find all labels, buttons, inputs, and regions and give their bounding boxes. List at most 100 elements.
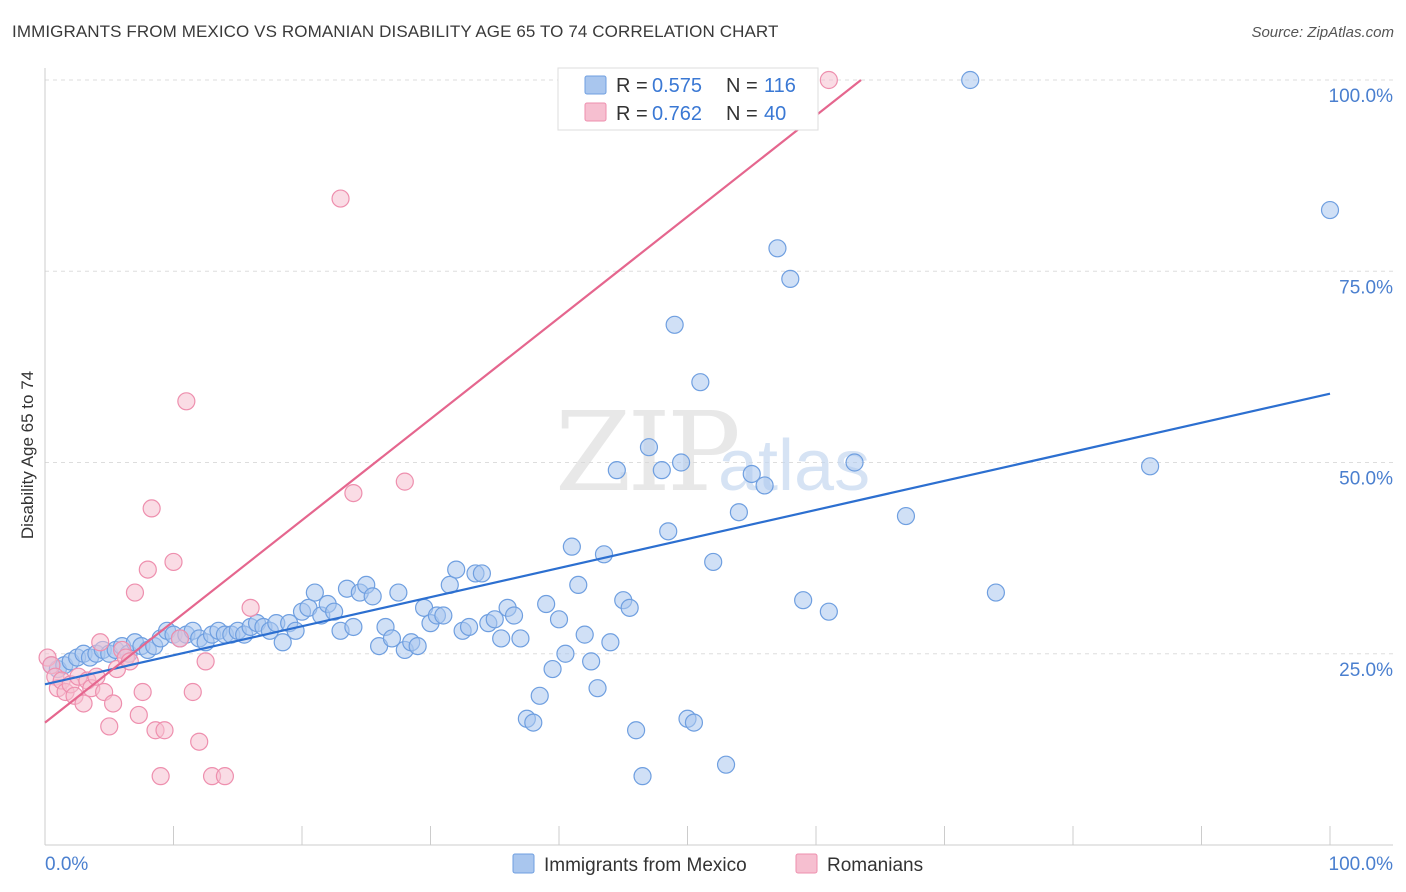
- data-point-mexico: [588, 679, 607, 698]
- data-point-romanians: [138, 560, 157, 579]
- legend-r-label-1: R =: [616, 75, 648, 97]
- data-point-mexico: [607, 461, 626, 480]
- legend-n-value-1: 116: [764, 75, 796, 97]
- data-point-romanians: [164, 552, 183, 572]
- data-point-mexico: [434, 606, 453, 625]
- data-point-mexico: [305, 583, 324, 602]
- data-point-mexico: [620, 598, 639, 617]
- legend-r-value-1: 0.575: [652, 75, 702, 97]
- data-point-mexico: [768, 239, 787, 258]
- source-credit: Source: ZipAtlas.com: [1251, 24, 1394, 41]
- watermark: ZIP atlas: [555, 388, 870, 516]
- data-point-romanians: [190, 732, 209, 751]
- legend-r-label-2: R =: [616, 103, 648, 125]
- y-tick-label: 50.0%: [1339, 469, 1393, 490]
- data-point-mexico: [626, 721, 646, 740]
- data-point-mexico: [530, 686, 549, 705]
- data-point-mexico: [742, 464, 761, 484]
- data-point-mexico: [556, 644, 575, 663]
- data-point-mexico: [549, 610, 569, 629]
- data-point-mexico: [819, 602, 838, 621]
- legend-n-label-2: N =: [726, 103, 758, 125]
- data-point-mexico: [794, 591, 813, 610]
- data-point-mexico: [543, 659, 562, 679]
- data-point-mexico: [961, 70, 980, 90]
- data-point-romanians: [395, 472, 414, 491]
- data-point-romanians: [331, 189, 350, 208]
- data-point-mexico: [582, 652, 601, 671]
- data-point-mexico: [665, 315, 684, 334]
- y-tick-labels: 25.0% 50.0% 75.0% 100.0%: [1329, 86, 1394, 681]
- data-point-romanians: [91, 633, 110, 652]
- legend-n-label-1: N =: [726, 75, 758, 97]
- data-point-mexico: [344, 617, 363, 637]
- data-point-romanians: [344, 484, 363, 503]
- data-point-romanians: [100, 717, 119, 736]
- data-point-romanians: [104, 694, 123, 713]
- series-mexico-points: [42, 70, 1340, 786]
- trend-lines: [44, 79, 1331, 724]
- data-point-romanians: [241, 598, 260, 617]
- data-point-romanians: [151, 767, 170, 786]
- data-point-mexico: [845, 453, 864, 472]
- axes: [44, 68, 1393, 846]
- data-point-mexico: [485, 610, 504, 629]
- legend-swatch-romanians: [795, 853, 818, 874]
- data-point-mexico: [459, 617, 479, 637]
- data-point-mexico: [569, 575, 588, 595]
- x-tick-labels: 0.0% 100.0%: [45, 854, 1393, 875]
- data-point-romanians: [215, 767, 234, 786]
- data-point-mexico: [601, 633, 620, 652]
- data-point-mexico: [408, 636, 427, 656]
- legend-swatch-pink: [584, 102, 607, 122]
- data-point-romanians: [129, 705, 148, 725]
- data-point-mexico: [684, 713, 704, 732]
- legend-label-mexico: Immigrants from Mexico: [544, 855, 747, 876]
- data-point-mexico: [562, 537, 581, 556]
- data-point-mexico: [633, 767, 652, 786]
- legend-swatch-mexico: [512, 853, 535, 874]
- data-point-romanians: [819, 70, 838, 90]
- legend-n-value-2: 40: [764, 103, 786, 125]
- data-point-romanians: [196, 652, 215, 671]
- data-point-mexico: [986, 583, 1006, 602]
- gridlines: [45, 79, 1393, 655]
- data-point-mexico: [325, 602, 344, 621]
- data-point-mexico: [781, 269, 800, 288]
- data-point-mexico: [652, 461, 671, 480]
- data-point-mexico: [286, 621, 305, 640]
- y-tick-label: 100.0%: [1329, 86, 1394, 107]
- data-point-mexico: [575, 625, 594, 644]
- data-point-romanians: [125, 583, 145, 602]
- data-point-mexico: [896, 506, 916, 526]
- data-point-romanians: [170, 629, 190, 648]
- data-point-mexico: [273, 633, 292, 652]
- data-point-romanians: [142, 499, 161, 518]
- data-point-mexico: [389, 583, 408, 602]
- data-point-mexico: [447, 560, 466, 579]
- chart-title: IMMIGRANTS FROM MEXICO VS ROMANIAN DISAB…: [12, 22, 779, 41]
- data-point-mexico: [729, 503, 749, 522]
- legend-swatch-blue: [584, 75, 607, 95]
- data-point-romanians: [155, 721, 174, 740]
- series-legend: Immigrants from Mexico Romanians: [512, 853, 923, 876]
- data-point-mexico: [704, 552, 723, 572]
- data-point-mexico: [363, 587, 382, 606]
- x-tick-label: 0.0%: [45, 854, 88, 875]
- data-point-romanians: [74, 694, 93, 713]
- data-point-mexico: [492, 629, 511, 648]
- trend-line-mexico: [44, 392, 1331, 686]
- data-point-mexico: [382, 629, 402, 648]
- data-point-mexico: [524, 713, 543, 732]
- data-point-mexico: [504, 606, 524, 625]
- data-point-mexico: [537, 594, 556, 614]
- data-point-romanians: [133, 682, 152, 702]
- data-point-mexico: [671, 453, 691, 472]
- y-tick-label: 25.0%: [1339, 660, 1393, 681]
- data-point-mexico: [1320, 200, 1340, 220]
- data-point-mexico: [1140, 457, 1160, 476]
- data-point-mexico: [511, 629, 530, 648]
- data-point-mexico: [659, 522, 678, 541]
- data-point-romanians: [183, 682, 202, 702]
